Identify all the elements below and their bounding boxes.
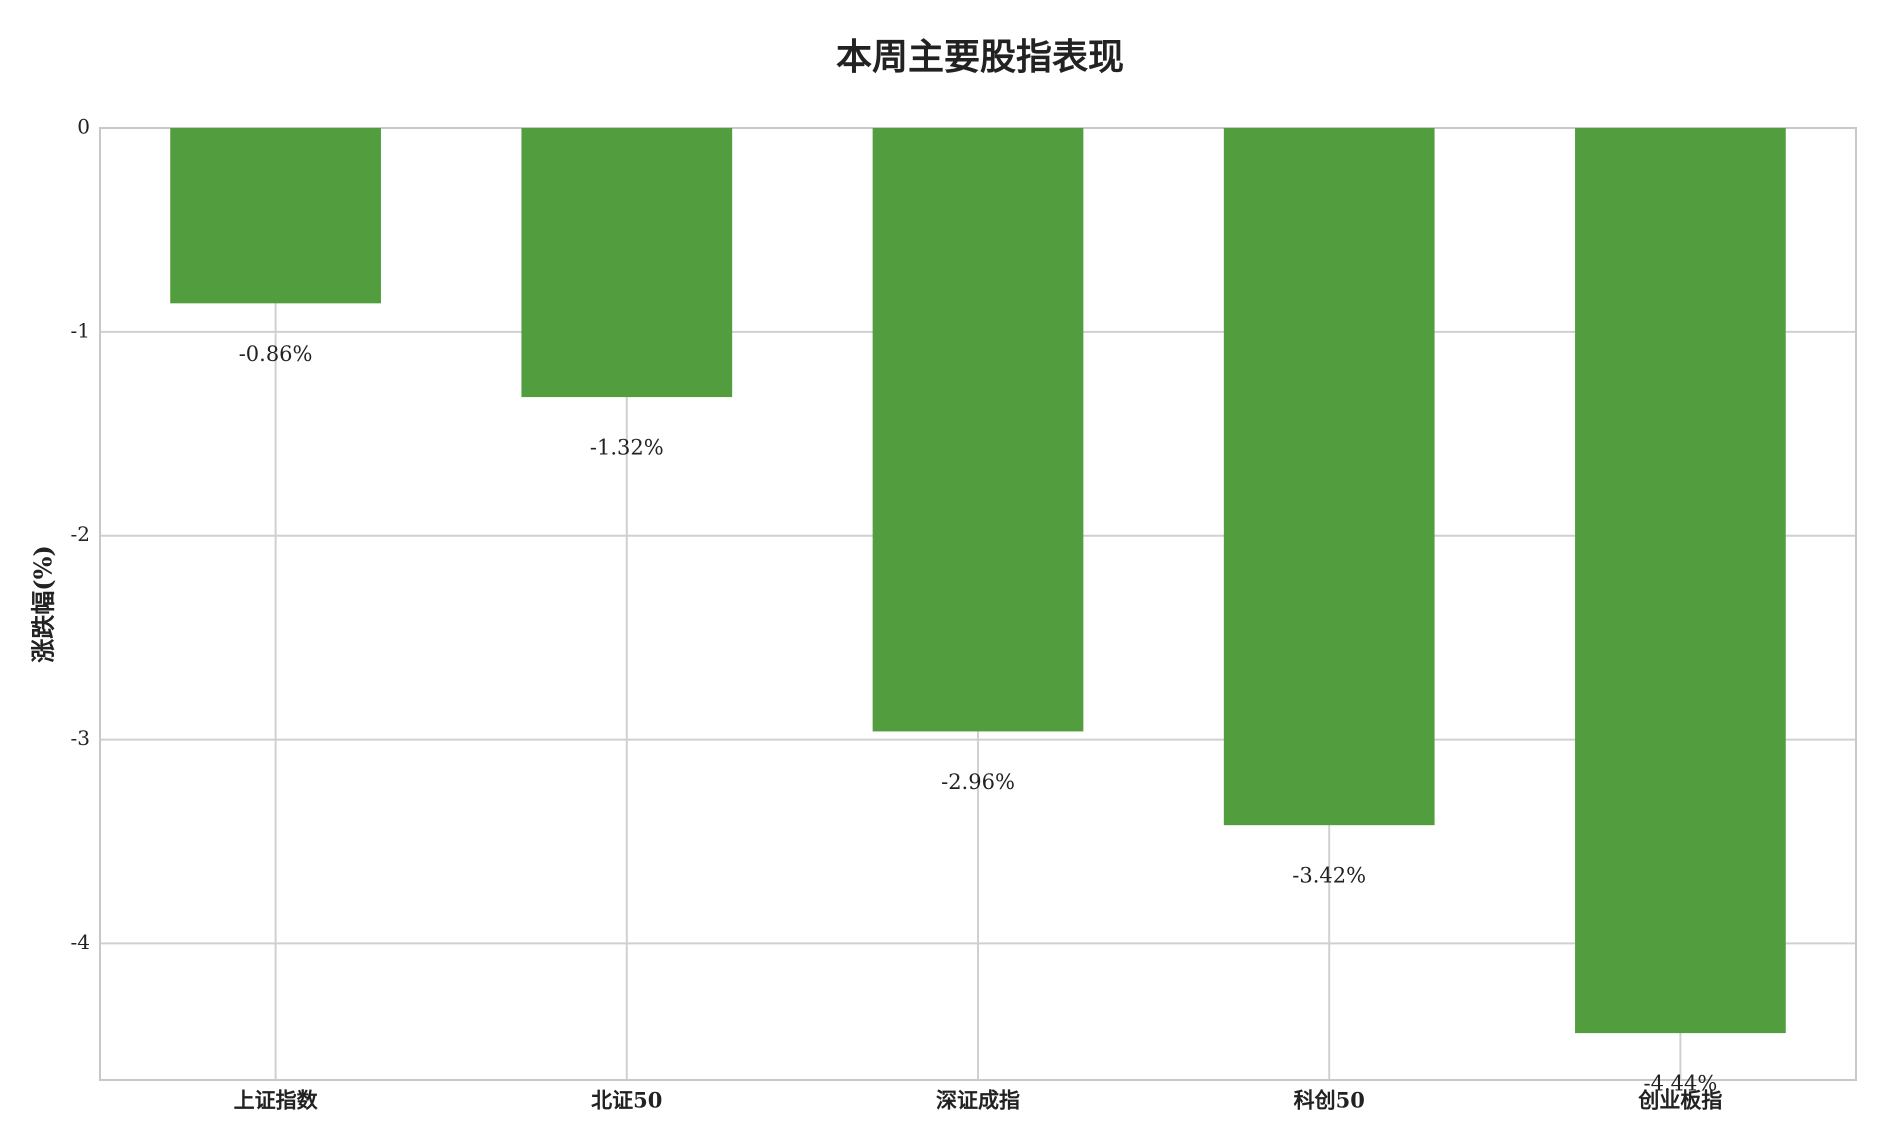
- x-tick-label: 创业板指: [1637, 1088, 1722, 1113]
- x-tick-label: 深证成指: [936, 1088, 1020, 1113]
- y-tick-label: -4: [71, 930, 90, 954]
- value-label: -2.96%: [941, 770, 1015, 794]
- y-axis-label: 涨跌幅(%): [29, 545, 58, 663]
- x-tick-label: 科创50: [1294, 1088, 1365, 1113]
- bar: [170, 128, 381, 304]
- value-label: -3.42%: [1292, 864, 1366, 888]
- bar: [872, 128, 1084, 732]
- chart-title: 本周主要股指表现: [836, 36, 1124, 78]
- y-tick-label: -1: [71, 318, 90, 342]
- value-label: -0.86%: [239, 342, 313, 366]
- bar: [1575, 128, 1786, 1034]
- x-tick-label: 上证指数: [234, 1088, 319, 1113]
- bar: [521, 128, 733, 398]
- y-tick-label: 0: [77, 115, 90, 139]
- y-tick-label: -3: [71, 726, 90, 750]
- bar: [1223, 128, 1435, 826]
- x-tick-label: 北证50: [591, 1088, 662, 1113]
- value-label: -1.32%: [590, 436, 664, 460]
- y-tick-label: -2: [71, 522, 90, 546]
- value-label: -4.44%: [1643, 1072, 1717, 1096]
